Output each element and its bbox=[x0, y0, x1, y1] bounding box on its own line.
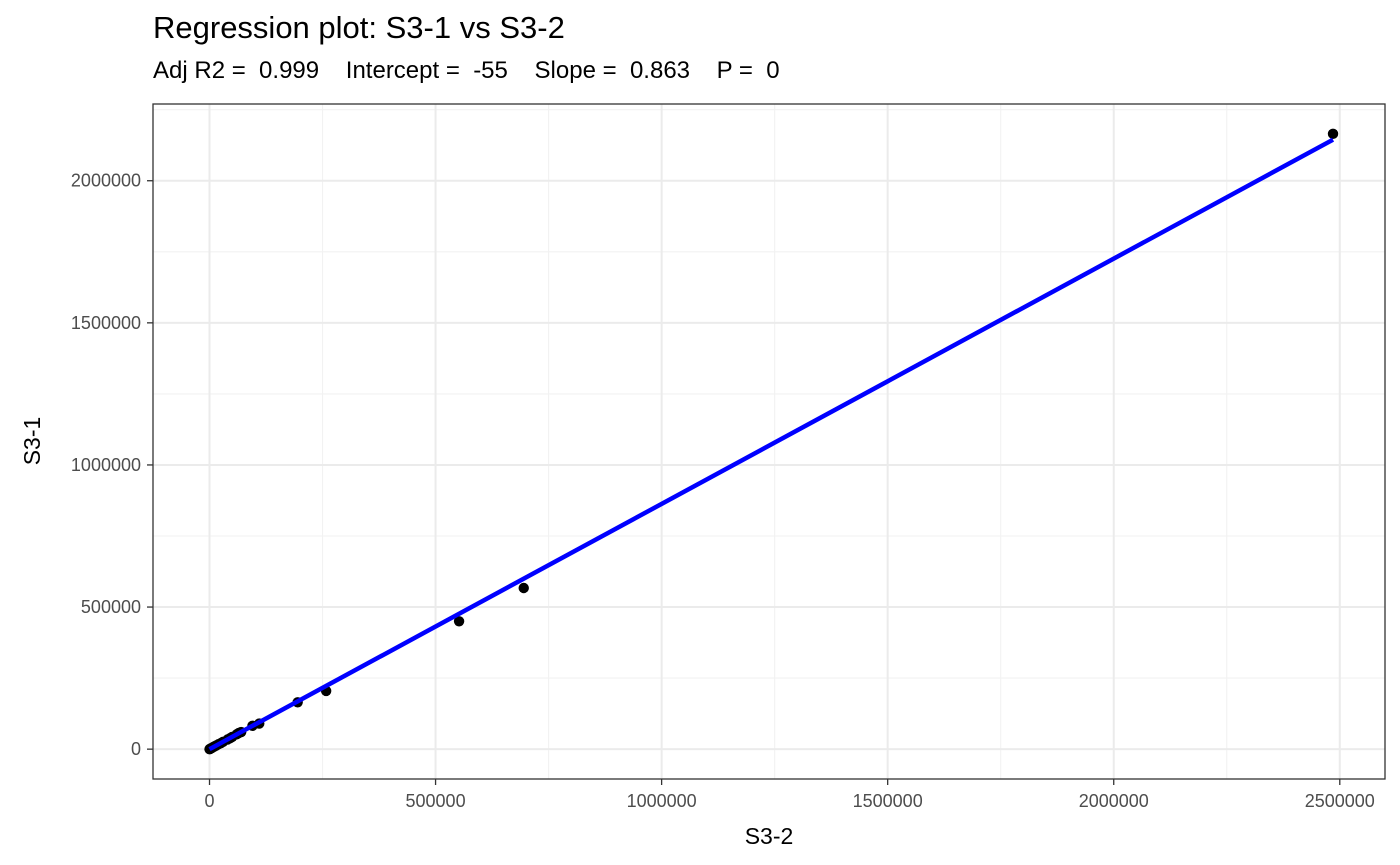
x-axis-title: S3-2 bbox=[745, 823, 794, 849]
chart-title: Regression plot: S3-1 vs S3-2 bbox=[153, 10, 565, 45]
y-tick-label: 1500000 bbox=[71, 313, 141, 333]
regression-line bbox=[208, 137, 1335, 752]
x-tick-label: 1500000 bbox=[853, 791, 923, 811]
y-tick-label: 1000000 bbox=[71, 455, 141, 475]
x-tick-label: 0 bbox=[205, 791, 215, 811]
chart-subtitle: Adj R2 = 0.999 Intercept = -55 Slope = 0… bbox=[153, 57, 780, 84]
y-tick-label: 2000000 bbox=[71, 171, 141, 191]
y-tick-label: 500000 bbox=[81, 597, 141, 617]
y-tick-label: 0 bbox=[131, 739, 141, 759]
data-point bbox=[453, 616, 465, 627]
plot-panel-border bbox=[152, 103, 1386, 780]
x-tick-label: 1000000 bbox=[627, 791, 697, 811]
x-tick-label: 2500000 bbox=[1305, 791, 1375, 811]
y-axis-title: S3-1 bbox=[19, 417, 45, 466]
data-point bbox=[1327, 128, 1339, 140]
grid-lines bbox=[153, 104, 1385, 779]
x-tick-label: 500000 bbox=[406, 791, 466, 811]
axes: 0 500000 1000000 1500000 2000000 2500000 0 5000… bbox=[71, 171, 1375, 811]
data-point bbox=[518, 582, 529, 594]
x-tick-label: 2000000 bbox=[1079, 791, 1149, 811]
